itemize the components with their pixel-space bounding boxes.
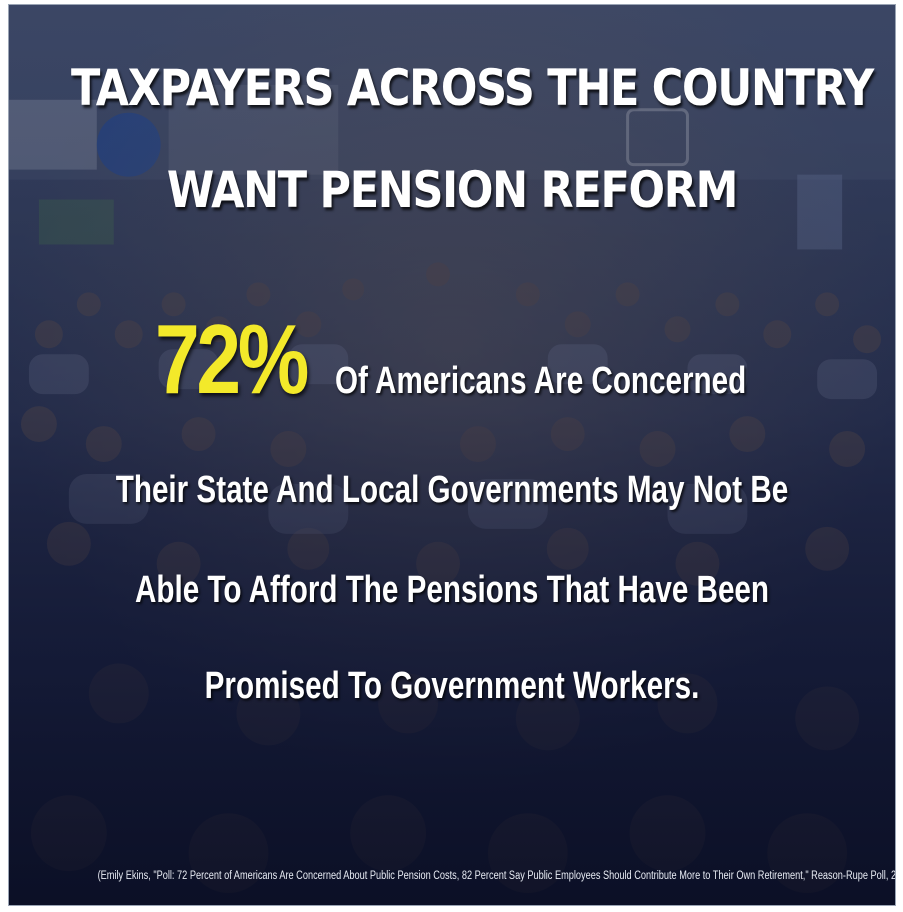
headline-line-2: WANT PENSION REFORM bbox=[166, 161, 739, 219]
statistic-lead-line: 72% Of Americans Are Concerned bbox=[9, 310, 895, 410]
infographic-frame: TAXPAYERS ACROSS THE COUNTRY WANT PENSIO… bbox=[8, 4, 896, 906]
text-layer: TAXPAYERS ACROSS THE COUNTRY WANT PENSIO… bbox=[9, 5, 895, 905]
dark-navy-overlay bbox=[9, 5, 895, 905]
source-citation: (Emily Ekins, "Poll: 72 Percent of Ameri… bbox=[97, 870, 896, 882]
statistic-percent: 72% bbox=[155, 304, 309, 414]
statistic-line-1-text: Of Americans Are Concerned bbox=[335, 360, 747, 402]
statistic-line-3: Able To Afford The Pensions That Have Be… bbox=[134, 569, 770, 611]
statistic-line-2: Their State And Local Governments May No… bbox=[115, 469, 789, 511]
statistic-line-4: Promised To Government Workers. bbox=[204, 665, 700, 707]
headline-line-1: TAXPAYERS ACROSS THE COUNTRY bbox=[71, 59, 874, 117]
